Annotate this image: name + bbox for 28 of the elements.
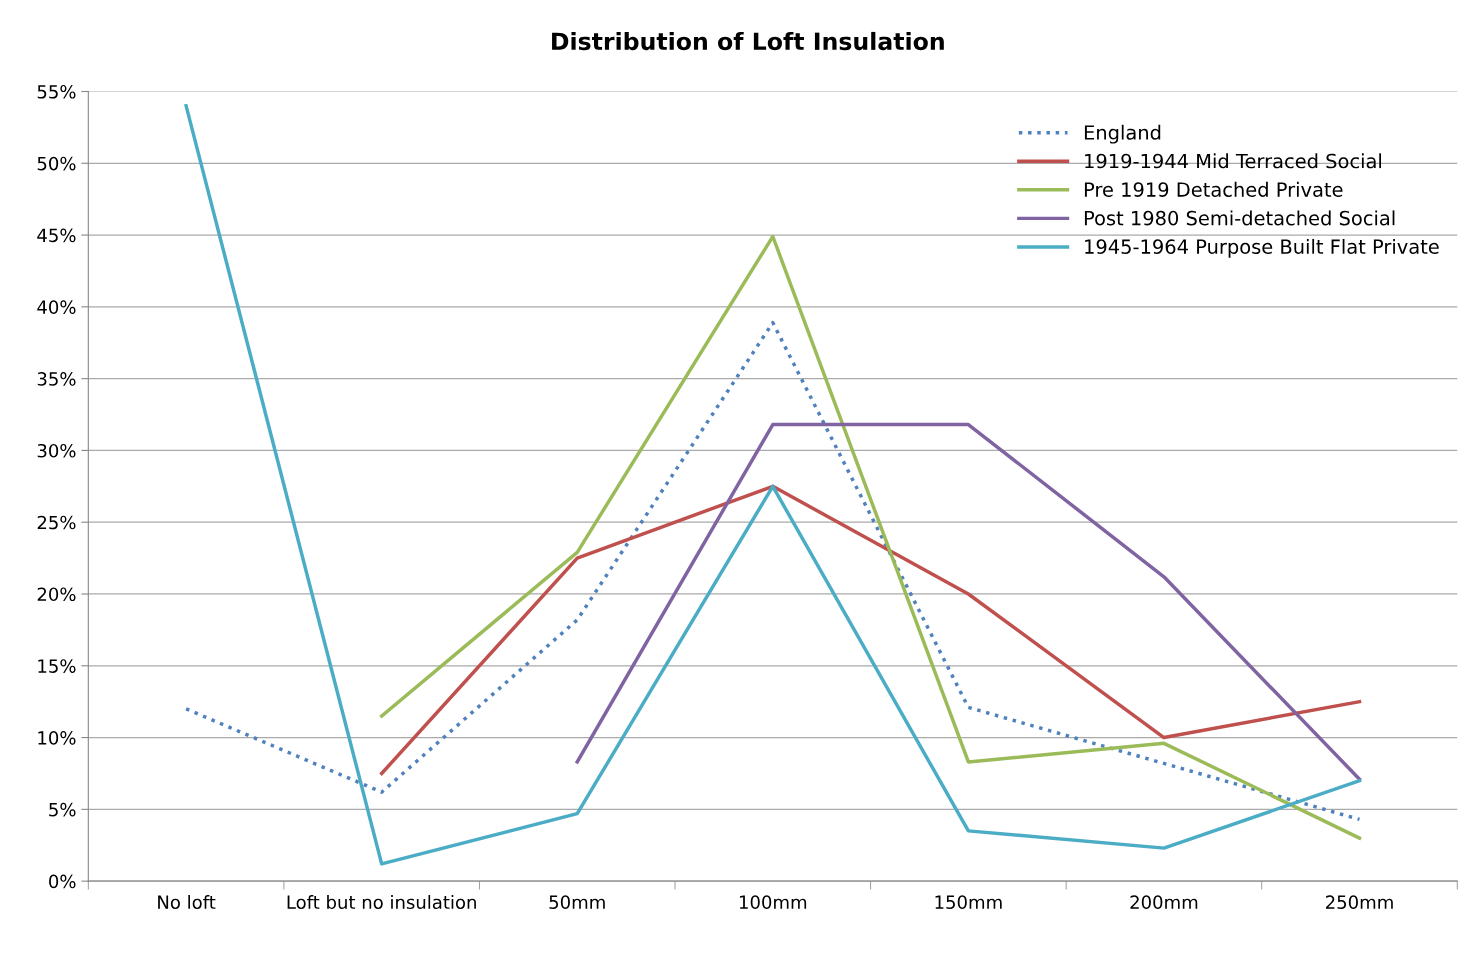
x-tick-label: 250mm bbox=[1326, 895, 1393, 910]
line-series bbox=[184, 320, 1362, 822]
y-tick-label: 5% bbox=[49, 802, 76, 817]
y-tick-label: 15% bbox=[38, 659, 76, 673]
y-tick-label: 40% bbox=[37, 300, 76, 314]
y-tick-label: 0% bbox=[49, 874, 76, 889]
x-tick-label: 50mm bbox=[549, 895, 605, 910]
legend-label: England bbox=[1084, 124, 1161, 144]
legend-label: Post 1980 Semi-detached Social bbox=[1084, 210, 1395, 226]
y-tick-label: 45% bbox=[37, 228, 76, 243]
legend-label: Pre 1919 Detached Private bbox=[1084, 181, 1343, 197]
legend-label: 1945-1964 Purpose Built Flat Private bbox=[1085, 238, 1439, 258]
chart-title: Distribution of Loft Insulation bbox=[552, 31, 944, 51]
x-tick-label: No loft bbox=[158, 895, 216, 910]
x-tick-label: Loft but no insulation bbox=[287, 895, 476, 910]
x-tick-label: 100mm bbox=[739, 895, 807, 910]
legend-label: 1919-1944 Mid Terraced Social bbox=[1085, 153, 1381, 169]
line-series bbox=[575, 422, 1362, 781]
y-tick-label: 35% bbox=[37, 372, 76, 386]
y-tick-label: 50% bbox=[37, 156, 76, 171]
y-tick-label: 10% bbox=[38, 731, 76, 745]
y-tick-label: 55% bbox=[37, 84, 76, 99]
line-series bbox=[379, 484, 1362, 776]
x-tick-label: 150mm bbox=[935, 895, 1002, 910]
y-tick-label: 25% bbox=[37, 515, 76, 530]
y-tick-label: 30% bbox=[37, 443, 76, 458]
y-tick-label: 20% bbox=[37, 587, 76, 602]
x-tick-label: 200mm bbox=[1130, 895, 1198, 910]
